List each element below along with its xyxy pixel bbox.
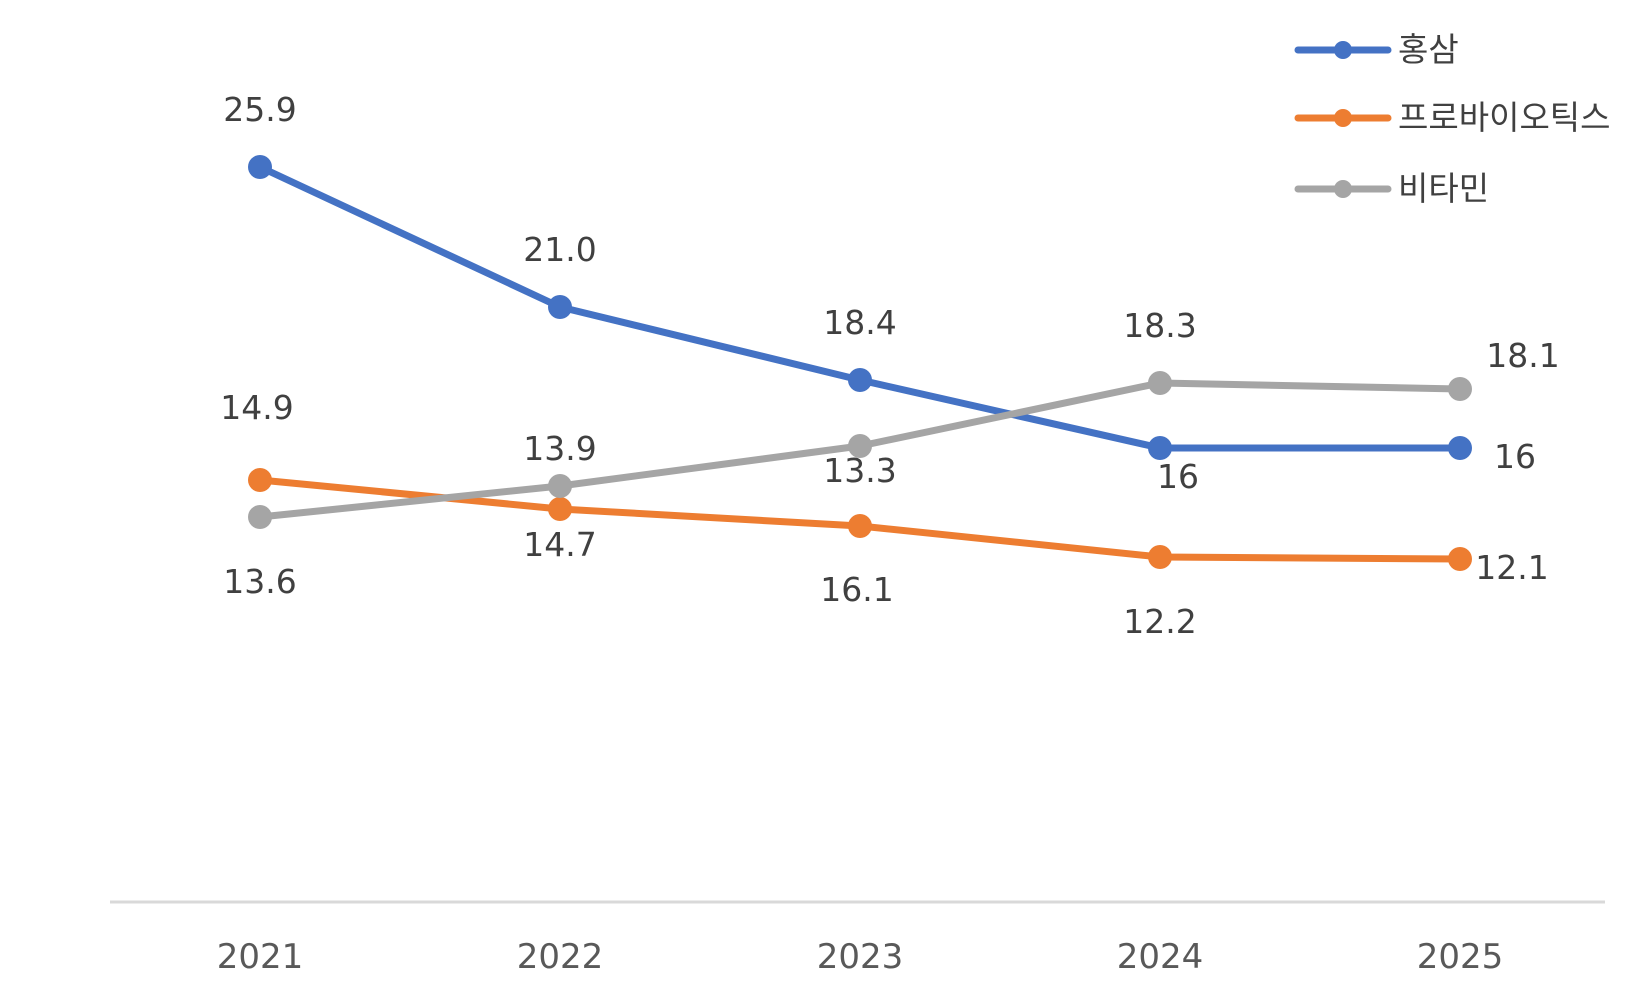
legend-label-vitamin: 비타민: [1398, 169, 1489, 208]
legend-label-probiotics: 프로바이오틱스: [1398, 98, 1611, 137]
data-label-hongsam-2023: 18.4: [823, 303, 896, 342]
legend: 홍삼 프로바이오틱스 비타민: [1294, 30, 1611, 208]
legend-item-vitamin: 비타민: [1294, 169, 1489, 208]
series-vitamin: 13.6 13.9 13.3 18.3 18.1: [223, 306, 1559, 601]
data-label-probiotics-2024: 12.2: [1123, 602, 1196, 641]
point-vitamin-2021: [248, 505, 272, 529]
point-vitamin-2024: [1148, 371, 1172, 395]
point-hongsam-2021: [248, 155, 272, 179]
data-label-hongsam-2021: 25.9: [223, 90, 296, 129]
legend-marker-probiotics: [1334, 109, 1352, 127]
x-tick-2023: 2023: [817, 937, 904, 977]
data-label-hongsam-2022: 21.0: [523, 230, 596, 269]
x-tick-2022: 2022: [517, 937, 604, 977]
data-label-vitamin-2023: 13.3: [823, 451, 896, 490]
point-vitamin-2025: [1448, 377, 1472, 401]
legend-item-probiotics: 프로바이오틱스: [1294, 98, 1611, 137]
data-label-vitamin-2021: 13.6: [223, 562, 296, 601]
point-hongsam-2025: [1448, 436, 1472, 460]
data-label-hongsam-2024: 16: [1157, 457, 1199, 496]
point-probiotics-2022: [548, 497, 572, 521]
data-label-probiotics-2022: 14.7: [523, 525, 596, 564]
series-probiotics: 14.9 14.7 16.1 12.2 12.1: [220, 388, 1548, 641]
data-label-vitamin-2022: 13.9: [523, 429, 596, 468]
data-label-hongsam-2025: 16: [1494, 437, 1536, 476]
point-probiotics-2021: [248, 468, 272, 492]
point-vitamin-2022: [548, 474, 572, 498]
point-hongsam-2022: [548, 295, 572, 319]
x-tick-2021: 2021: [217, 937, 304, 977]
legend-label-hongsam: 홍삼: [1398, 30, 1459, 69]
data-label-vitamin-2025: 18.1: [1486, 336, 1559, 375]
point-vitamin-2023: [848, 434, 872, 458]
point-hongsam-2024: [1148, 436, 1172, 460]
point-probiotics-2025: [1448, 547, 1472, 571]
point-probiotics-2024: [1148, 545, 1172, 569]
data-label-probiotics-2023: 16.1: [820, 570, 893, 609]
point-hongsam-2023: [848, 368, 872, 392]
data-label-vitamin-2024: 18.3: [1123, 306, 1196, 345]
data-label-probiotics-2021: 14.9: [220, 388, 293, 427]
legend-item-hongsam: 홍삼: [1294, 30, 1459, 69]
legend-marker-vitamin: [1334, 180, 1352, 198]
series-hongsam: 25.9 21.0 18.4 16 16: [223, 90, 1536, 496]
x-axis-ticks: 2021 2022 2023 2024 2025: [217, 937, 1504, 977]
data-label-probiotics-2025: 12.1: [1475, 548, 1548, 587]
legend-marker-hongsam: [1334, 41, 1352, 59]
point-probiotics-2023: [848, 514, 872, 538]
x-tick-2025: 2025: [1417, 937, 1504, 977]
x-tick-2024: 2024: [1117, 937, 1204, 977]
